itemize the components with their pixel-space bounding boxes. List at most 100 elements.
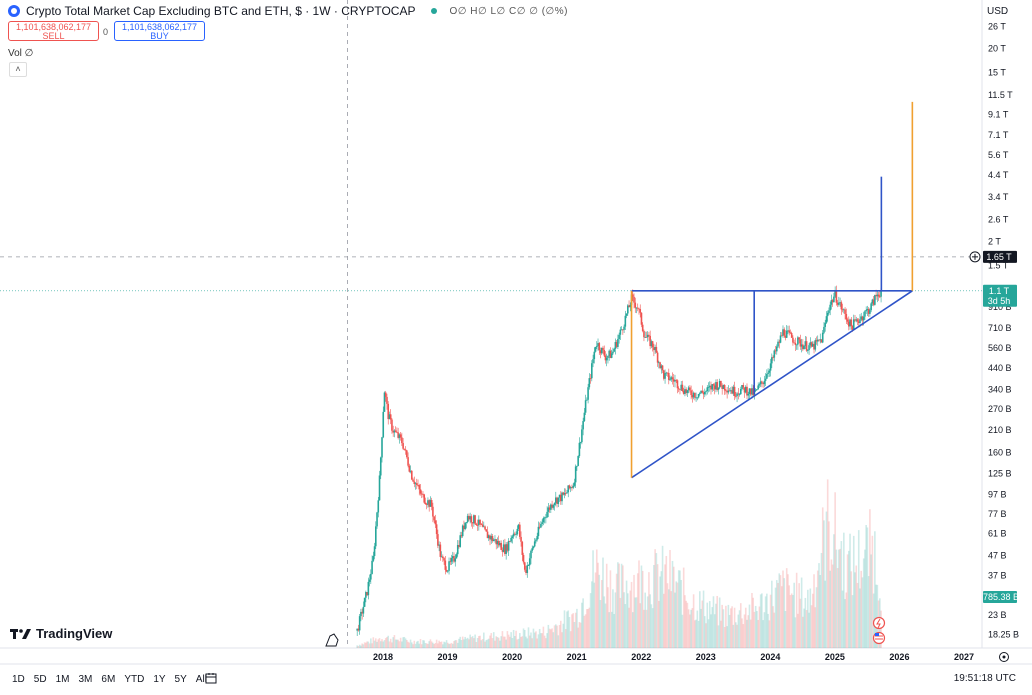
candle-body	[411, 470, 413, 480]
crosshair-price: 1.65 T	[986, 252, 1012, 262]
candle-body	[600, 347, 603, 354]
candle-body	[742, 384, 745, 388]
candle-body	[636, 307, 639, 309]
candle-body	[766, 373, 768, 379]
volume-bar	[605, 563, 608, 648]
tradingview-logo: TradingView	[10, 626, 112, 641]
candle-body	[586, 399, 588, 401]
volume-bar	[717, 625, 720, 648]
volume-bar	[669, 549, 671, 648]
candle-body	[623, 326, 625, 330]
candle-body	[819, 339, 822, 341]
volume-bar	[399, 637, 402, 648]
candle-body	[550, 504, 552, 510]
timeframe-3m[interactable]: 3M	[78, 673, 93, 685]
volume-bar	[720, 620, 722, 648]
candle-body	[517, 524, 520, 529]
volume-bar	[816, 570, 819, 648]
candle-body	[374, 526, 377, 547]
timeframe-5y[interactable]: 5Y	[174, 673, 187, 685]
candle-body	[874, 295, 876, 305]
candle-body	[840, 302, 843, 310]
volume-bar	[464, 636, 466, 648]
candle-body	[492, 540, 495, 541]
candle-body	[669, 379, 671, 381]
candle-body	[509, 541, 511, 542]
candle-body	[667, 372, 670, 380]
candle-body	[428, 500, 430, 507]
volume-bar	[751, 592, 753, 648]
candle-body	[763, 380, 766, 385]
candle-body	[407, 457, 409, 466]
timeframe-ytd[interactable]: YTD	[124, 673, 145, 685]
candle-body	[748, 388, 751, 394]
volume-bar	[625, 580, 628, 648]
sell-button[interactable]: 1,101,638,062,177 SELL	[8, 21, 99, 41]
candle-body	[638, 308, 640, 310]
volume-bar	[423, 640, 426, 648]
timeframe-6m[interactable]: 6M	[101, 673, 116, 685]
candle-body	[808, 345, 810, 351]
candle-body	[608, 350, 610, 356]
candle-body	[826, 312, 829, 317]
candle-body	[809, 342, 812, 346]
candle-body	[474, 515, 476, 524]
volume-bar	[386, 636, 388, 648]
symbol-title[interactable]: Crypto Total Market Cap Excluding BTC an…	[26, 4, 416, 18]
candle-body	[425, 504, 428, 505]
candle-body	[656, 352, 659, 363]
volume-bar	[675, 581, 678, 648]
timeframe-all[interactable]: All	[195, 673, 207, 685]
volume-bar	[702, 590, 705, 648]
volume-bar	[754, 605, 757, 648]
volume-legend[interactable]: Vol ∅	[8, 48, 34, 59]
volume-bar	[507, 634, 510, 648]
volume-bar	[358, 644, 361, 648]
volume-bar	[718, 597, 721, 648]
volume-bar	[608, 612, 610, 648]
timeframe-1d[interactable]: 1D	[12, 673, 25, 685]
candle-body	[829, 304, 831, 311]
candle-body	[564, 493, 567, 494]
volume-bar	[476, 638, 479, 648]
volume-bar	[627, 593, 629, 648]
candle-body	[358, 616, 361, 631]
timeframe-1m[interactable]: 1M	[55, 673, 70, 685]
candle-body	[869, 310, 871, 314]
timeframe-1y[interactable]: 1Y	[153, 673, 166, 685]
x-tick-label: 2026	[889, 652, 909, 662]
buy-button[interactable]: 1,101,638,062,177 BUY	[114, 21, 205, 41]
candle-body	[783, 329, 786, 336]
volume-bar	[435, 639, 438, 648]
volume-bar	[697, 620, 700, 648]
candle-body	[831, 300, 834, 303]
candle-body	[671, 377, 674, 380]
candle-body	[747, 393, 750, 396]
volume-bar	[597, 562, 599, 648]
candle-body	[367, 581, 370, 596]
volume-bar	[491, 638, 494, 648]
candle-body	[573, 482, 576, 486]
volume-bar	[461, 636, 464, 648]
currency-label[interactable]: USD	[987, 6, 1009, 17]
volume-bar	[453, 641, 455, 648]
candle-body	[592, 359, 594, 364]
timeframe-5d[interactable]: 5D	[33, 673, 47, 685]
volume-bar	[783, 578, 786, 648]
volume-bar	[828, 521, 830, 648]
volume-bar	[523, 630, 526, 648]
chevron-up-icon[interactable]: ˄	[9, 62, 27, 77]
volume-bar	[761, 593, 763, 648]
volume-bar	[773, 612, 776, 648]
volume-bar	[391, 642, 393, 648]
volume-bar	[451, 643, 454, 648]
calendar-range-icon[interactable]	[205, 672, 217, 684]
utc-clock[interactable]: 19:51:18 UTC	[953, 673, 1016, 684]
candle-body	[824, 322, 827, 327]
volume-bar	[586, 609, 588, 648]
candle-body	[655, 346, 658, 353]
candle-body	[810, 342, 813, 347]
y-tick-label: 18.25 B	[988, 630, 1019, 640]
volume-bar	[396, 639, 398, 648]
